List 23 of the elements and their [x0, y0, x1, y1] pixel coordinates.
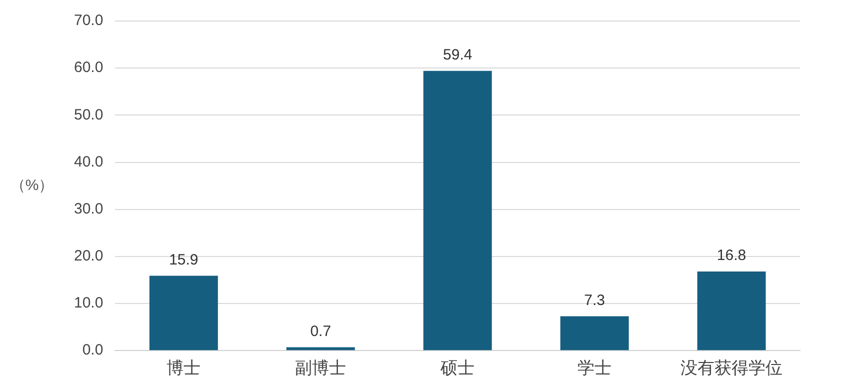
bar	[423, 70, 492, 350]
x-tick-label: 学士	[578, 358, 612, 378]
x-tick-label: 博士	[166, 358, 201, 378]
data-label: 15.9	[169, 251, 198, 268]
y-tick-label: 0.0	[82, 342, 104, 359]
y-tick-label: 50.0	[74, 106, 104, 124]
bar	[149, 276, 218, 350]
x-tick-label: 副博士	[295, 358, 346, 378]
x-tick-label: 硕士	[440, 358, 475, 378]
data-label: 16.8	[716, 247, 746, 264]
bar	[560, 316, 629, 350]
y-tick-label: 60.0	[74, 59, 104, 76]
data-label: 7.3	[584, 292, 605, 309]
data-label: 0.7	[310, 322, 332, 340]
y-tick-label: 20.0	[74, 248, 104, 265]
y-tick-label: 70.0	[74, 12, 104, 30]
y-tick-label: 30.0	[74, 200, 104, 218]
y-tick-label: 10.0	[74, 294, 104, 312]
bar	[697, 271, 766, 350]
x-tick-label: 没有获得学位	[680, 358, 783, 378]
y-axis-title: （%）	[10, 176, 54, 194]
data-label: 59.4	[442, 46, 472, 64]
y-tick-label: 40.0	[74, 153, 104, 170]
